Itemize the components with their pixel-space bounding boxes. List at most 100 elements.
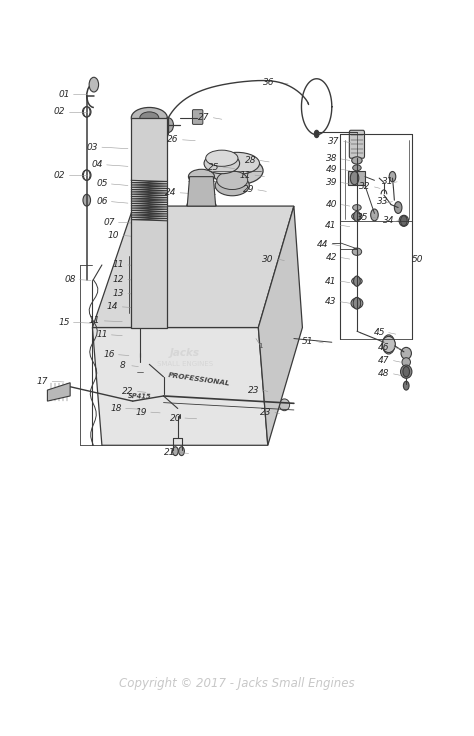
Text: 32: 32 <box>359 183 371 191</box>
Text: 41: 41 <box>325 277 337 286</box>
Text: 49: 49 <box>326 165 337 174</box>
Text: 51: 51 <box>301 337 313 346</box>
Text: 50: 50 <box>411 255 423 263</box>
Ellipse shape <box>188 169 214 184</box>
Circle shape <box>136 366 144 378</box>
Text: PROFESSIONAL: PROFESSIONAL <box>168 372 230 386</box>
Text: 35: 35 <box>357 213 368 222</box>
Circle shape <box>173 447 178 456</box>
Circle shape <box>176 414 184 425</box>
Text: 01: 01 <box>58 90 70 99</box>
Ellipse shape <box>187 198 216 214</box>
Ellipse shape <box>353 165 361 171</box>
Circle shape <box>128 238 152 275</box>
Ellipse shape <box>197 392 210 406</box>
Circle shape <box>403 381 409 390</box>
Text: 11: 11 <box>89 316 100 325</box>
Text: 02: 02 <box>54 171 65 180</box>
Ellipse shape <box>163 118 173 132</box>
Text: 45: 45 <box>374 328 385 337</box>
Text: 42: 42 <box>326 253 337 262</box>
Text: 06: 06 <box>96 197 108 206</box>
Circle shape <box>383 335 395 354</box>
Text: 34: 34 <box>383 216 394 225</box>
Ellipse shape <box>399 216 409 227</box>
Ellipse shape <box>136 360 144 367</box>
Text: 24: 24 <box>165 188 176 197</box>
Text: 44: 44 <box>317 240 328 249</box>
Ellipse shape <box>351 298 363 308</box>
Circle shape <box>394 202 402 213</box>
Text: 13: 13 <box>113 289 124 298</box>
Ellipse shape <box>352 213 362 220</box>
Text: 28: 28 <box>245 156 256 165</box>
Text: 15: 15 <box>58 318 70 327</box>
Polygon shape <box>92 206 294 328</box>
Circle shape <box>389 171 396 182</box>
Text: 05: 05 <box>96 180 108 188</box>
Ellipse shape <box>129 272 150 294</box>
Text: 41: 41 <box>325 221 337 230</box>
Text: 25: 25 <box>208 163 219 171</box>
Text: 16: 16 <box>103 350 115 359</box>
Text: 03: 03 <box>87 143 98 152</box>
Ellipse shape <box>133 147 165 162</box>
Ellipse shape <box>402 358 410 367</box>
Ellipse shape <box>352 277 362 285</box>
Ellipse shape <box>382 336 395 353</box>
Ellipse shape <box>353 205 361 210</box>
Circle shape <box>401 216 407 226</box>
Text: SMALL ENGINES: SMALL ENGINES <box>157 361 213 367</box>
Ellipse shape <box>131 107 167 128</box>
Polygon shape <box>47 383 70 401</box>
Text: 19: 19 <box>136 408 147 417</box>
Text: 08: 08 <box>64 275 76 284</box>
Circle shape <box>89 77 99 92</box>
FancyBboxPatch shape <box>349 130 365 158</box>
Text: 18: 18 <box>110 404 122 413</box>
Ellipse shape <box>137 226 162 238</box>
Text: 04: 04 <box>91 160 103 169</box>
Ellipse shape <box>133 169 166 181</box>
Text: 17: 17 <box>37 377 48 386</box>
Text: 21: 21 <box>164 448 175 457</box>
FancyBboxPatch shape <box>192 110 203 124</box>
Text: 33: 33 <box>377 197 389 206</box>
Circle shape <box>354 276 360 286</box>
Polygon shape <box>187 177 216 206</box>
Text: 36: 36 <box>264 78 275 87</box>
Polygon shape <box>92 328 268 445</box>
Ellipse shape <box>217 171 247 190</box>
Text: 37: 37 <box>328 137 340 146</box>
Circle shape <box>371 209 378 221</box>
Text: 11: 11 <box>113 261 124 269</box>
Circle shape <box>159 388 168 403</box>
Ellipse shape <box>352 248 362 255</box>
Text: 26: 26 <box>167 135 179 144</box>
Text: 14: 14 <box>107 302 118 311</box>
Ellipse shape <box>211 157 263 185</box>
Text: 20: 20 <box>170 414 181 422</box>
Polygon shape <box>348 171 365 185</box>
Circle shape <box>350 171 359 185</box>
Ellipse shape <box>204 153 240 174</box>
Circle shape <box>354 211 360 222</box>
Text: 07: 07 <box>103 218 115 227</box>
Circle shape <box>314 130 319 138</box>
Ellipse shape <box>131 320 167 335</box>
Circle shape <box>129 267 150 300</box>
Text: 43: 43 <box>325 297 337 306</box>
Text: 8: 8 <box>119 361 125 370</box>
Text: 48: 48 <box>378 369 390 378</box>
Circle shape <box>130 298 149 328</box>
Ellipse shape <box>352 157 362 164</box>
Text: 31: 31 <box>382 177 393 186</box>
Text: 10: 10 <box>108 231 119 240</box>
Ellipse shape <box>206 150 238 166</box>
Ellipse shape <box>214 152 259 174</box>
Ellipse shape <box>249 395 263 408</box>
Ellipse shape <box>135 214 164 227</box>
Circle shape <box>83 107 90 117</box>
Circle shape <box>134 247 146 265</box>
Text: 02: 02 <box>54 107 65 116</box>
